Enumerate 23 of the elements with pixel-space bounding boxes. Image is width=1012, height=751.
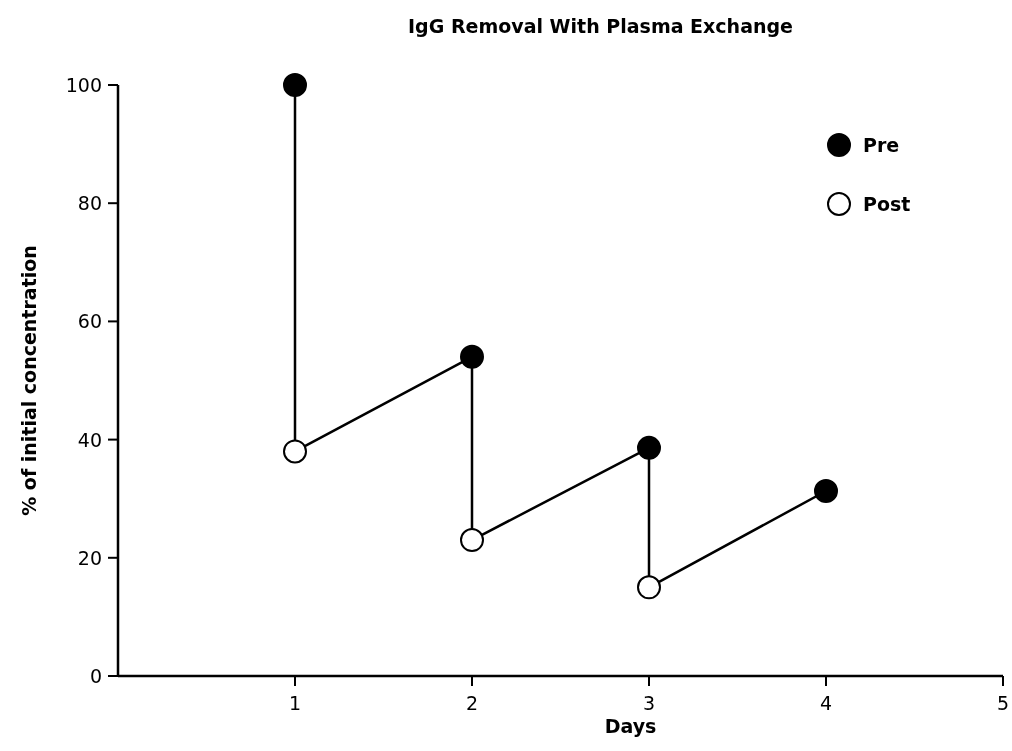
x-tick-label: 3: [642, 692, 656, 714]
x-tick-label: 4: [819, 692, 833, 714]
y-tick-label: 40: [77, 428, 102, 451]
x-axis-title: Days: [604, 715, 657, 737]
point: [460, 344, 484, 369]
y-tick-label: 0: [89, 665, 102, 687]
y-tick-label: 100: [65, 74, 102, 96]
x-tick-label: 5: [996, 692, 1010, 714]
point: [637, 435, 661, 460]
y-tick-label: 80: [77, 192, 102, 215]
x-tick-label: 1: [288, 692, 302, 714]
legend-label: Pre: [863, 134, 900, 156]
point: [637, 575, 661, 600]
y-tick-label: 20: [77, 546, 102, 569]
y-axis-title: % of initial concentration: [18, 245, 40, 516]
point: [283, 73, 307, 97]
point: [283, 439, 307, 464]
legend-label: Post: [863, 193, 911, 215]
chart-title: IgG Removal With Plasma Exchange: [408, 15, 793, 37]
y-tick-label: 60: [77, 310, 102, 333]
x-tick-label: 2: [465, 692, 479, 714]
point: [460, 528, 484, 553]
point: [814, 479, 838, 504]
